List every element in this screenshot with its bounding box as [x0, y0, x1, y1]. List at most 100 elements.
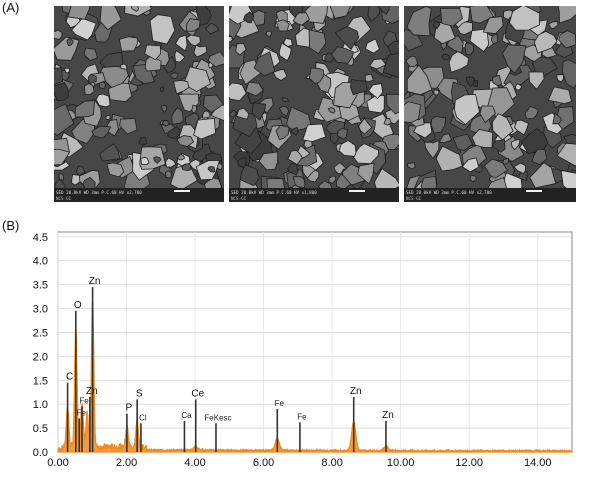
particle	[207, 51, 224, 68]
particle	[490, 33, 499, 45]
particle	[483, 158, 509, 179]
particle	[236, 107, 250, 120]
particle	[329, 6, 351, 19]
particle	[99, 143, 121, 162]
x-tick-label: 8.00	[321, 457, 342, 469]
particle	[556, 74, 564, 83]
particle	[306, 169, 320, 183]
element-marker-label: Fe	[79, 397, 89, 406]
particle	[556, 142, 576, 167]
particle	[471, 128, 494, 148]
eds-spectrum-chart: 0.0 0.5 1.0 1.5 2.0 2.5 3.0 3.5 4.0 4.5 0.00 2.00 4.…	[0, 224, 592, 488]
particle	[469, 6, 494, 24]
sem-image-2: SED 20.0kV WD 3mm P.C.60 HV x1,800 NCS-G…	[229, 6, 399, 202]
particle	[304, 6, 328, 24]
particle	[368, 58, 387, 70]
y-tick-label: 2.0	[33, 351, 48, 363]
particle	[406, 6, 432, 37]
particle	[413, 122, 433, 139]
particle	[87, 73, 97, 84]
particle	[67, 6, 91, 20]
particle	[285, 106, 312, 132]
particle	[452, 133, 474, 151]
y-tick-label: 3.0	[33, 304, 48, 316]
particle	[557, 6, 576, 24]
sem-info-text: SED 20.0kV WD 3mm P.C.60 HV x2,700	[56, 190, 142, 195]
particle	[174, 49, 186, 63]
particle	[368, 83, 384, 100]
particle	[487, 176, 507, 188]
y-tick-label: 1.5	[33, 375, 48, 387]
particle	[265, 30, 272, 38]
particle	[195, 159, 221, 181]
particle	[528, 71, 545, 90]
particle	[290, 126, 299, 136]
particle	[386, 93, 399, 115]
particle	[287, 149, 303, 166]
particle	[54, 103, 75, 136]
particle	[174, 34, 188, 52]
particle	[464, 42, 474, 56]
sem-info-text: SED 20.0kV WD 3mm P.C.60 HV x2,700	[406, 190, 492, 195]
particle	[98, 81, 107, 90]
sem-texture-3	[404, 6, 576, 188]
particle	[266, 178, 285, 188]
sem-scale-bar	[349, 190, 365, 192]
particle	[275, 124, 290, 141]
particle	[317, 180, 333, 188]
particle	[183, 66, 211, 93]
particle	[120, 63, 128, 70]
particle	[327, 107, 336, 114]
particle	[202, 110, 211, 119]
particle	[144, 44, 161, 61]
particle	[430, 116, 447, 134]
particle	[352, 143, 380, 165]
particle	[253, 51, 276, 77]
particle	[58, 172, 65, 181]
particle	[364, 73, 374, 83]
particle	[106, 162, 125, 178]
sem-scale-bar	[174, 190, 190, 192]
particle	[237, 157, 248, 168]
particle	[91, 125, 112, 139]
particle	[170, 72, 179, 80]
particle	[278, 42, 292, 62]
eds-spectrum-svg: 0.0 0.5 1.0 1.5 2.0 2.5 3.0 3.5 4.0 4.5 0.00 2.00 4.…	[33, 231, 573, 469]
particle	[358, 117, 373, 135]
particle	[308, 29, 327, 55]
particle	[95, 93, 111, 108]
particle	[433, 89, 440, 96]
particle	[529, 162, 557, 188]
sem-scale-bar	[526, 190, 542, 192]
particle	[438, 133, 453, 144]
particle	[407, 162, 416, 170]
particle	[161, 119, 170, 127]
plot-area	[57, 231, 573, 453]
particle	[107, 82, 133, 103]
particle	[465, 76, 475, 88]
particle	[71, 17, 97, 41]
particle	[207, 166, 216, 173]
x-tick-label: 2.00	[116, 457, 137, 469]
particle	[491, 139, 506, 153]
particle	[239, 164, 260, 187]
particle	[82, 176, 96, 188]
particle	[229, 82, 247, 102]
particle	[66, 37, 74, 47]
particle	[99, 6, 122, 31]
particle	[383, 117, 392, 126]
particle	[165, 157, 177, 168]
particle	[149, 14, 176, 45]
x-tick-label: 10.00	[387, 457, 415, 469]
sem-image-3: SED 20.0kV WD 3mm P.C.60 HV x2,700 NCS-G…	[404, 6, 576, 202]
sem-code-text: NCS-GI	[56, 196, 72, 201]
y-tick-label: 2.5	[33, 327, 48, 339]
particle	[282, 37, 293, 47]
particle	[70, 174, 81, 186]
particle	[54, 29, 63, 40]
element-marker-label: Fe	[275, 399, 285, 408]
particle	[435, 145, 463, 172]
particle	[282, 97, 289, 103]
particle	[513, 162, 526, 175]
particle	[144, 55, 162, 72]
